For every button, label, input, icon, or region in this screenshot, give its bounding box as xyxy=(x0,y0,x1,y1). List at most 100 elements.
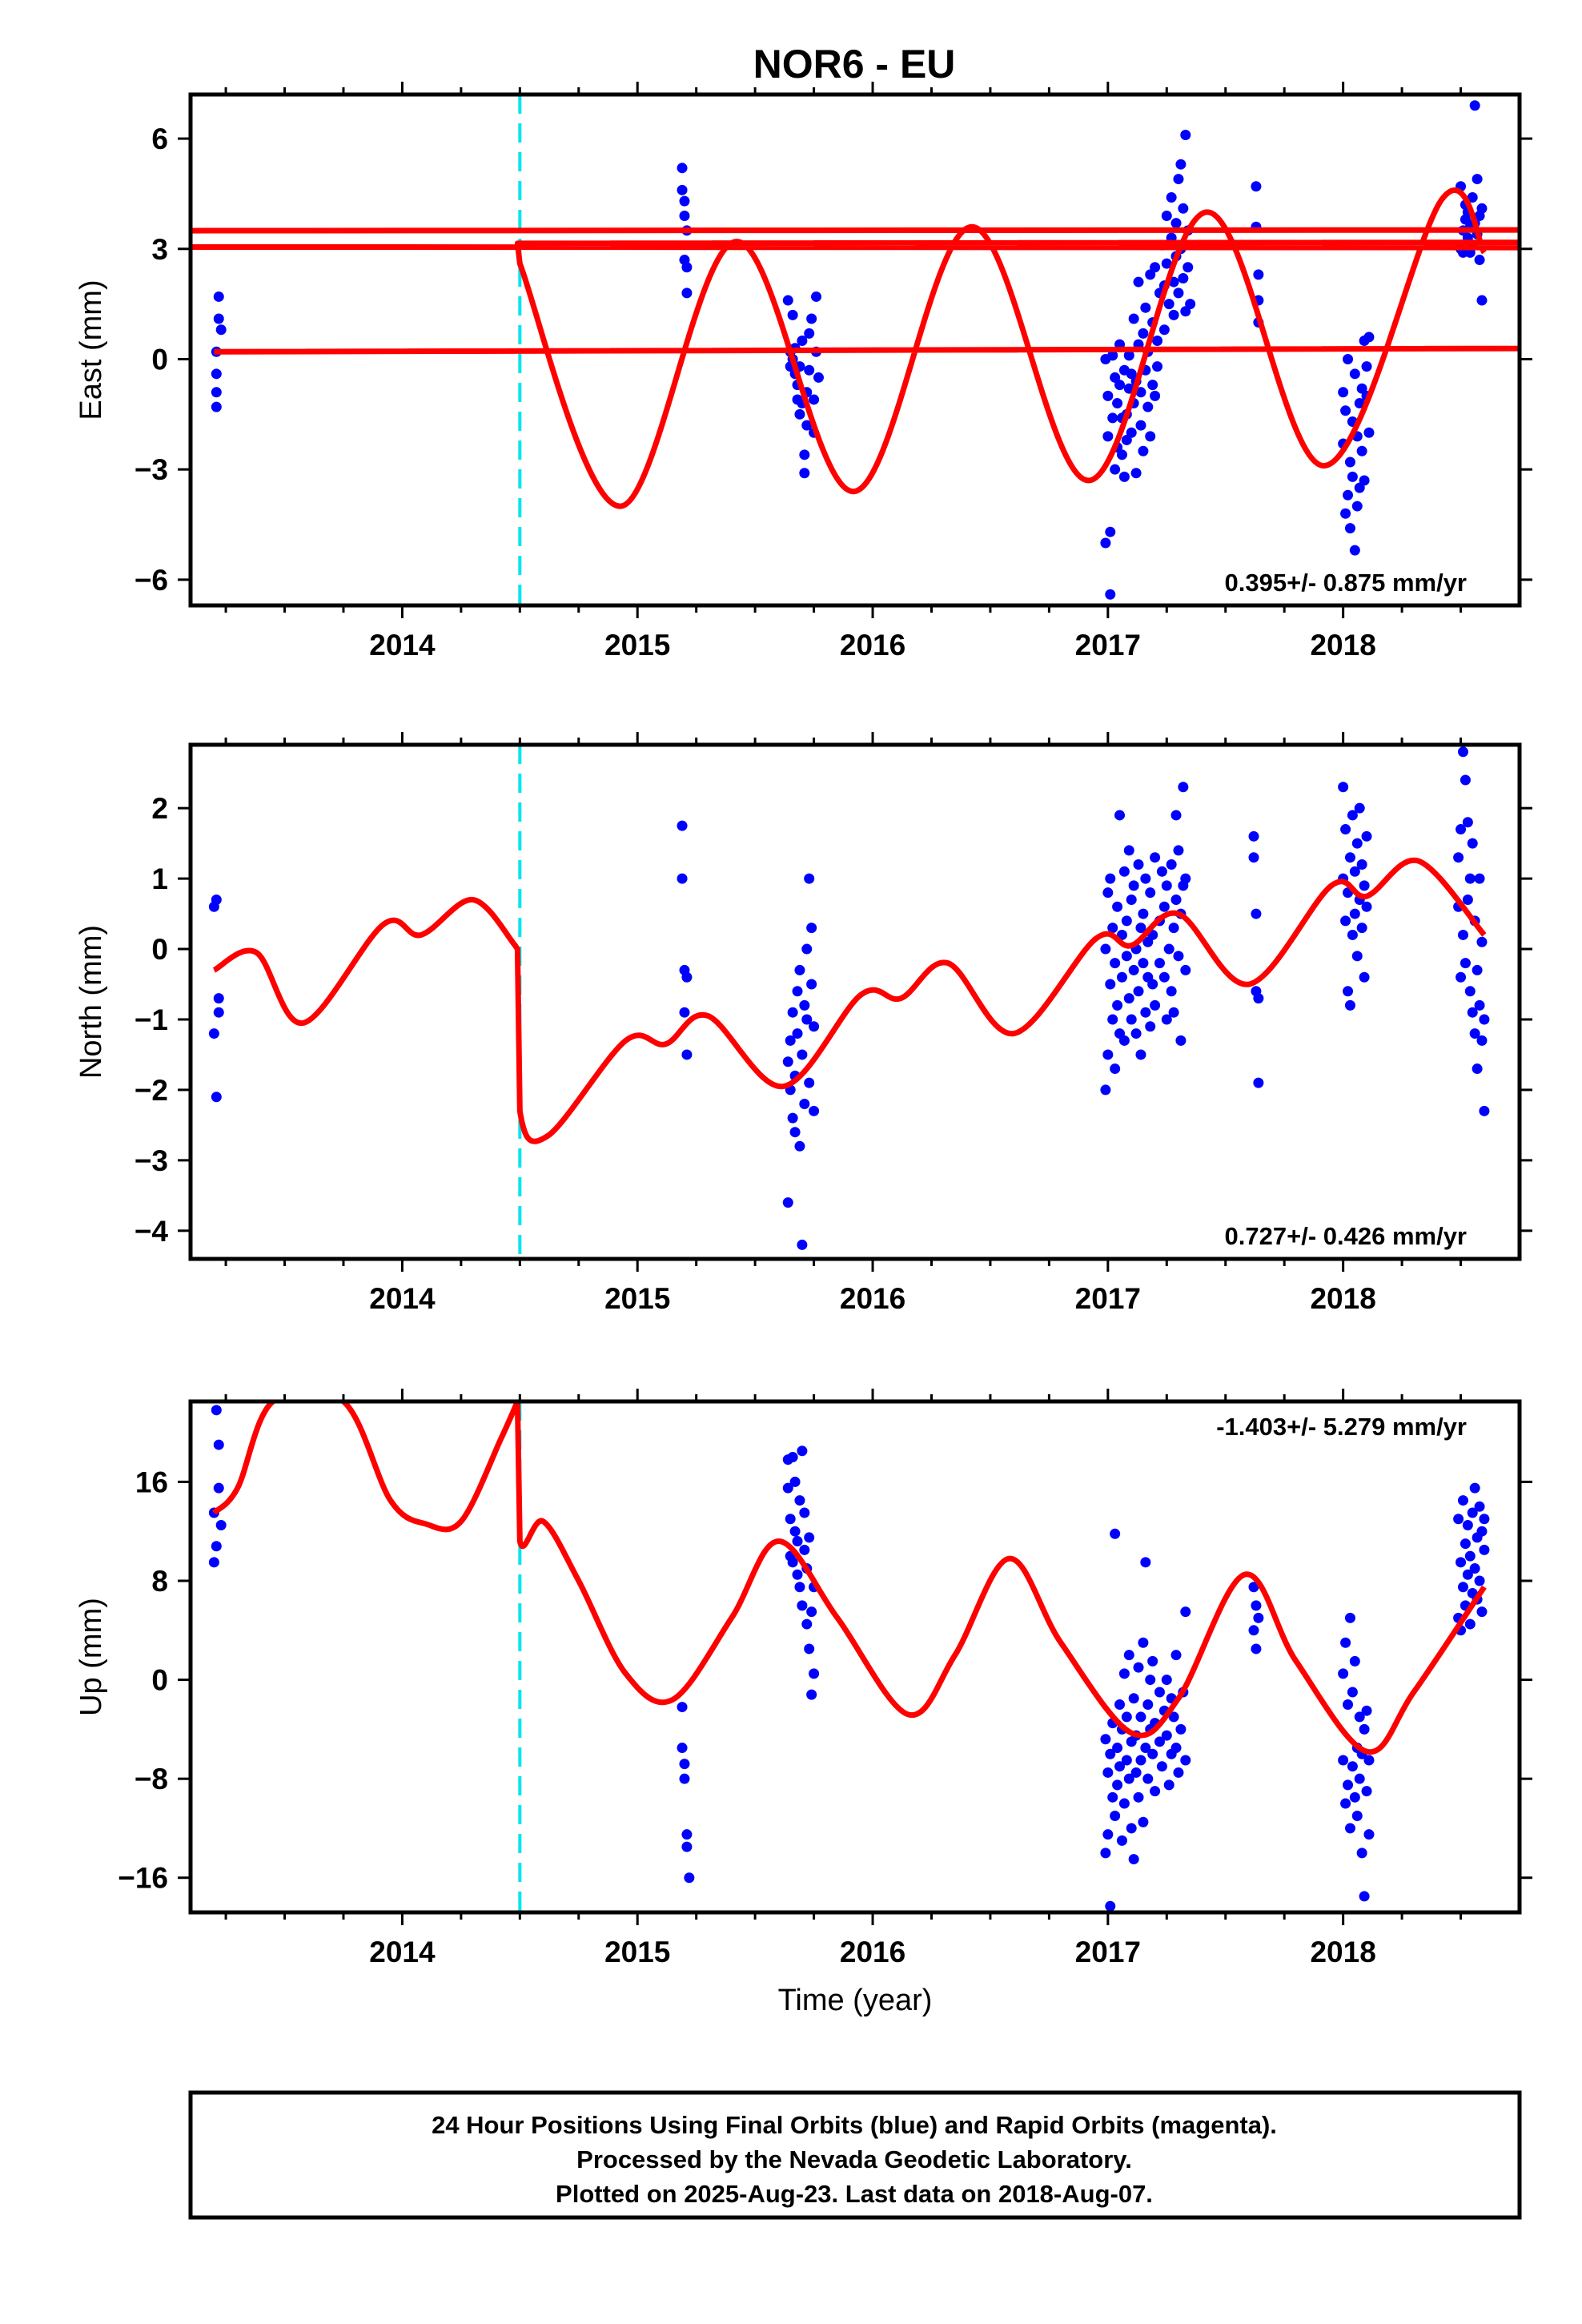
data-point xyxy=(806,1689,817,1700)
data-point xyxy=(1173,845,1184,856)
data-point xyxy=(794,1582,805,1593)
data-point xyxy=(1147,380,1158,391)
data-point xyxy=(1474,1575,1485,1586)
data-point xyxy=(797,1600,808,1611)
data-point xyxy=(1248,852,1259,863)
panel-frame-east xyxy=(188,92,1522,608)
data-point xyxy=(1166,192,1177,203)
data-point xyxy=(1135,387,1146,398)
data-point xyxy=(1112,1779,1123,1791)
data-point xyxy=(1161,1730,1172,1741)
data-point xyxy=(1343,986,1354,997)
data-point xyxy=(1359,1723,1370,1735)
data-point xyxy=(1467,1007,1478,1018)
data-point xyxy=(1147,1655,1158,1667)
data-point xyxy=(787,1452,798,1463)
data-point xyxy=(215,324,227,336)
data-point xyxy=(1349,908,1360,919)
data-point xyxy=(1343,1779,1354,1791)
data-point xyxy=(1175,1723,1186,1735)
data-point xyxy=(1145,1675,1156,1686)
data-point xyxy=(1138,908,1149,919)
data-point xyxy=(1253,269,1264,280)
data-point xyxy=(1128,313,1139,324)
data-point xyxy=(211,401,222,412)
data-point xyxy=(799,1507,810,1518)
data-point xyxy=(1180,1606,1191,1618)
x-tick-label: 2014 xyxy=(369,1282,436,1315)
data-point xyxy=(684,1872,695,1884)
data-point xyxy=(1178,272,1189,283)
data-point xyxy=(794,1495,805,1506)
data-point xyxy=(1130,468,1142,479)
y-tick-label: −16 xyxy=(118,1862,168,1895)
data-point xyxy=(677,820,688,831)
data-point xyxy=(1479,1014,1490,1025)
data-point xyxy=(799,1099,810,1110)
data-point xyxy=(1126,1014,1137,1025)
data-point xyxy=(1361,901,1372,912)
data-point xyxy=(1462,894,1473,905)
data-point xyxy=(1182,262,1194,273)
data-point xyxy=(1170,1743,1182,1754)
data-point xyxy=(794,1140,805,1152)
data-point xyxy=(1460,958,1471,969)
data-point xyxy=(1133,986,1144,997)
data-point xyxy=(1363,332,1375,343)
data-point xyxy=(211,1541,222,1552)
data-point xyxy=(1161,258,1172,269)
data-point xyxy=(1128,880,1139,891)
data-point xyxy=(1343,1699,1354,1710)
data-point xyxy=(1356,445,1367,456)
data-point xyxy=(1156,1761,1167,1772)
data-point xyxy=(1135,923,1146,934)
data-point xyxy=(787,1557,798,1568)
y-tick-label: −1 xyxy=(135,1003,168,1036)
x-tick-label: 2016 xyxy=(840,629,905,661)
data-point xyxy=(785,1514,796,1525)
x-tick-label: 2014 xyxy=(369,629,436,661)
data-point xyxy=(1343,489,1354,501)
data-point xyxy=(1464,873,1476,884)
data-point xyxy=(1100,537,1111,549)
data-point xyxy=(1251,181,1262,192)
data-point xyxy=(1456,824,1467,835)
rate-label-north: 0.727+/- 0.426 mm/yr xyxy=(1225,1222,1467,1250)
data-point xyxy=(785,1035,796,1046)
data-point xyxy=(1107,1791,1118,1803)
data-point xyxy=(1107,1014,1118,1025)
data-point xyxy=(787,309,798,320)
data-point xyxy=(1138,1816,1149,1827)
panel-frame-up xyxy=(188,1399,1522,1915)
data-point xyxy=(1170,894,1182,905)
data-point xyxy=(1161,1675,1172,1686)
data-point xyxy=(1158,971,1170,983)
data-point xyxy=(1359,971,1370,983)
data-point xyxy=(1251,908,1262,919)
x-tick-label: 2018 xyxy=(1310,1936,1375,1968)
data-point xyxy=(1163,943,1174,955)
data-point xyxy=(1116,449,1127,460)
data-point xyxy=(211,1092,222,1103)
data-point xyxy=(1361,1786,1372,1797)
data-point xyxy=(1361,830,1372,842)
footer-box: 24 Hour Positions Using Final Orbits (bl… xyxy=(188,2090,1522,2220)
y-tick-label: 1 xyxy=(151,862,168,895)
data-point xyxy=(1351,1811,1363,1822)
data-point xyxy=(1168,1711,1179,1723)
data-point xyxy=(1361,361,1372,372)
data-point xyxy=(1150,390,1161,401)
figure-title: NOR6 - EU xyxy=(753,42,956,86)
data-point xyxy=(1150,1786,1161,1797)
data-point xyxy=(1349,1791,1360,1803)
data-point xyxy=(1145,887,1156,899)
data-point xyxy=(1347,1687,1358,1698)
panel-north: 2014 2015 2016 2017 2018 −4 −3 −2 −1 0 1 2 North (mm… xyxy=(74,732,1532,1315)
data-point xyxy=(1464,1618,1476,1630)
data-point xyxy=(1156,866,1167,877)
data-point xyxy=(1152,336,1163,347)
data-point xyxy=(1102,1829,1114,1840)
y-tick-label: −2 xyxy=(135,1074,168,1107)
footer-border xyxy=(188,2090,1522,2220)
